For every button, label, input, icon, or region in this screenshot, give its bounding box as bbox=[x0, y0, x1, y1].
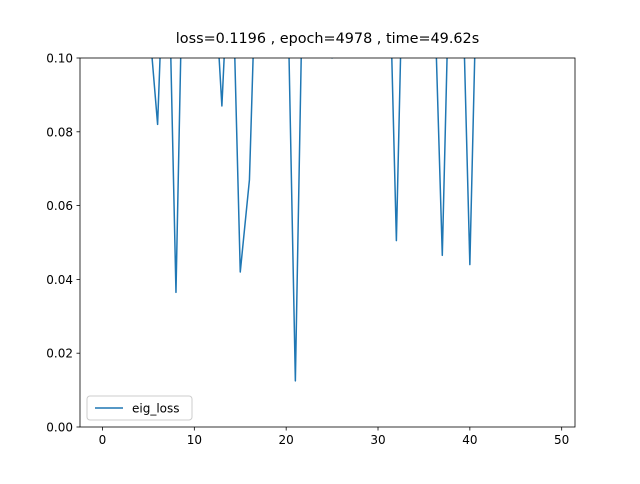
legend-box bbox=[86, 395, 193, 421]
plot-area bbox=[151, 58, 476, 382]
x-tick-label: 20 bbox=[279, 433, 294, 447]
x-tick-label: 0 bbox=[99, 433, 107, 447]
x-tick-label: 10 bbox=[187, 433, 202, 447]
y-tick-label: 0.08 bbox=[46, 125, 73, 139]
x-tick-label: 50 bbox=[554, 433, 569, 447]
x-tick-label: 40 bbox=[462, 433, 477, 447]
axes-frame bbox=[79, 57, 576, 428]
data-line bbox=[151, 58, 476, 382]
y-tick-label: 0.10 bbox=[46, 52, 73, 66]
y-tick-label: 0.02 bbox=[46, 347, 73, 361]
chart-title: loss=0.1196 , epoch=4978 , time=49.62s bbox=[176, 31, 479, 47]
y-tick-label: 0.06 bbox=[46, 199, 73, 213]
legend-label: eig_loss bbox=[132, 402, 180, 416]
y-tick-label: 0.00 bbox=[46, 421, 73, 435]
y-tick-label: 0.04 bbox=[46, 273, 73, 287]
x-tick-label: 30 bbox=[370, 433, 385, 447]
